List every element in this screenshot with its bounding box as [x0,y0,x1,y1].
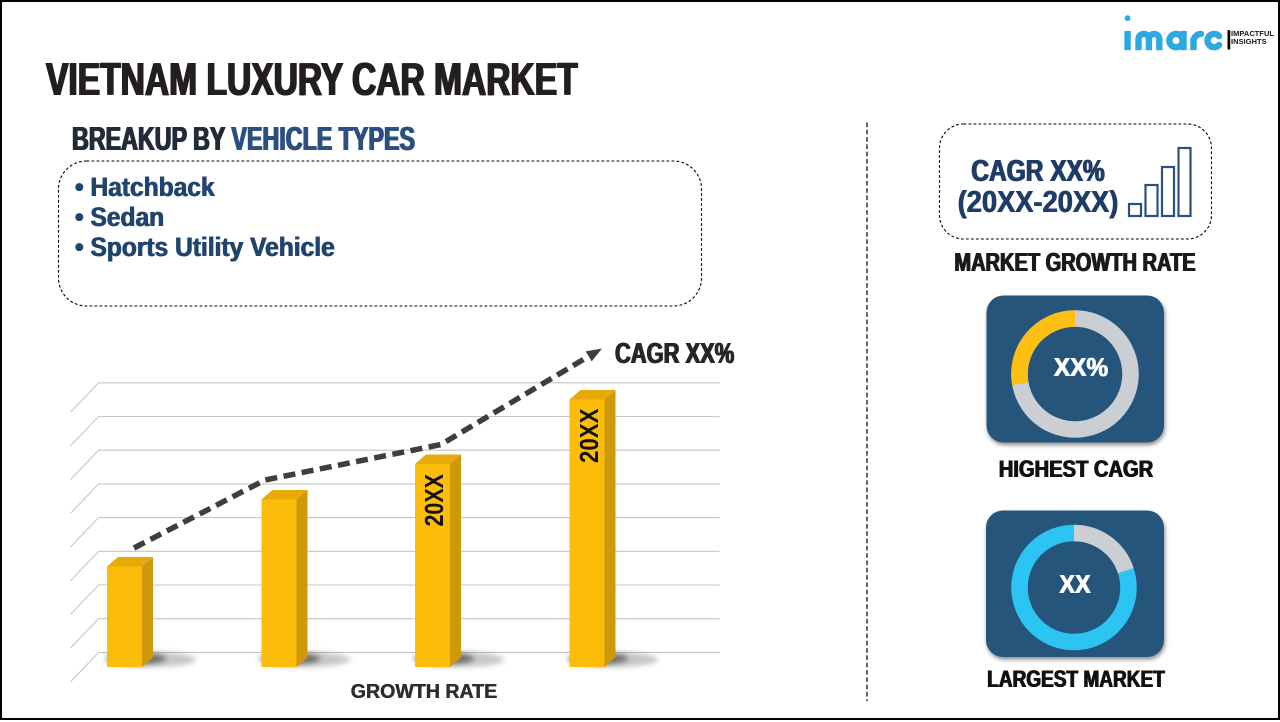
svg-text:20XX: 20XX [421,474,449,527]
svg-text:20XX: 20XX [576,409,604,464]
